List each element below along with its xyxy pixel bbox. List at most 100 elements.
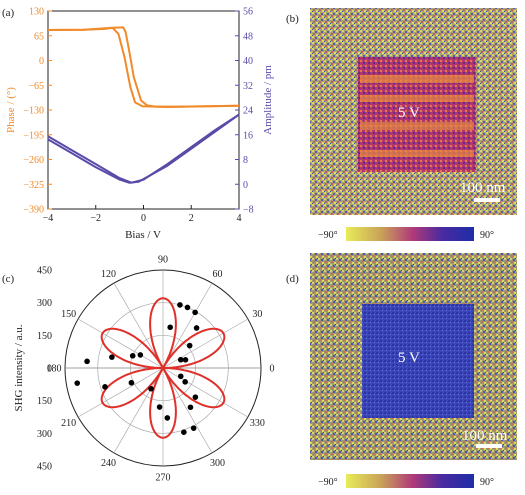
polar-data-point bbox=[84, 358, 90, 365]
scalebar-b bbox=[474, 198, 500, 202]
stripe-b-4 bbox=[360, 150, 474, 157]
polar-angle-label: 90 bbox=[158, 255, 168, 266]
polar-data-point bbox=[129, 352, 136, 359]
polar-angle-label: 0 bbox=[270, 364, 275, 375]
panel-a-ticks: −4 −2 0 2 4130650−65−130−195−260−325−3905648… bbox=[23, 7, 253, 225]
polar-data-point bbox=[187, 404, 194, 411]
colorbar-bottom-min: −90° bbox=[318, 477, 338, 488]
y-tick-label: −325 bbox=[23, 180, 44, 191]
polar-data-point bbox=[109, 354, 115, 360]
polar-radius-label: 300 bbox=[37, 429, 52, 440]
y-tick-label: −390 bbox=[23, 205, 44, 216]
polar-data-point bbox=[177, 373, 184, 380]
y-tick-label: −260 bbox=[23, 155, 44, 166]
polar-spoke bbox=[77, 367, 164, 418]
polar-data-point bbox=[74, 380, 81, 386]
polar-data-point bbox=[186, 342, 193, 349]
y-tick-label: 0 bbox=[39, 56, 44, 67]
scalebar-label-d: 100 nm bbox=[462, 428, 508, 444]
polar-radius-label: 450 bbox=[37, 462, 52, 473]
polar-data-point bbox=[137, 352, 144, 358]
polar-spoke bbox=[77, 318, 164, 369]
polar-spoke bbox=[162, 367, 213, 454]
y2-tick-label: 56 bbox=[243, 7, 253, 18]
polar-radius-label: 300 bbox=[37, 298, 52, 309]
y2-tick-label: 24 bbox=[243, 106, 253, 117]
y2-tick-label: 40 bbox=[243, 56, 253, 67]
y2-tick-label: 32 bbox=[243, 81, 253, 92]
panel-c: (c) 0 30 60 90 120 150 180 210 240 270 300 330 450 30… bbox=[2, 255, 275, 484]
polar-radius-label: 150 bbox=[37, 396, 52, 407]
polar-fit-trefoil bbox=[100, 297, 226, 439]
x-tick-label: −4 bbox=[43, 213, 54, 224]
colorbar-bottom-max: 90° bbox=[480, 477, 494, 488]
y2-axis-label: Amplitude / pm bbox=[262, 65, 274, 135]
polar-data-point bbox=[184, 304, 191, 311]
y-tick-label: 65 bbox=[34, 31, 44, 42]
y2-tick-label: 0 bbox=[243, 180, 248, 191]
polar-data-point bbox=[192, 309, 198, 316]
y-axis-label: Phase / (°) bbox=[5, 87, 17, 133]
scalebar-d bbox=[476, 444, 502, 448]
amplitude-butterfly-forward bbox=[47, 113, 240, 184]
scalebar-label-b: 100 nm bbox=[460, 180, 506, 196]
polar-data-point bbox=[177, 356, 184, 363]
polar-data-point bbox=[167, 324, 173, 331]
polar-angle-label: 30 bbox=[252, 309, 262, 320]
phase-loop-forward bbox=[47, 26, 240, 108]
polar-data-point bbox=[177, 302, 183, 308]
phase-loop-reverse bbox=[47, 26, 240, 108]
x-tick-label: 2 bbox=[189, 213, 194, 224]
polar-data-point bbox=[102, 384, 108, 390]
x-tick-label: −2 bbox=[90, 213, 101, 224]
polar-angle-label: 330 bbox=[250, 418, 265, 429]
panel-c-letter: (c) bbox=[2, 273, 15, 285]
polar-angle-label: 210 bbox=[61, 418, 76, 429]
colorbar-top-min: −90° bbox=[318, 230, 338, 241]
y2-tick-label: 8 bbox=[243, 155, 248, 166]
colorbar-top: −90° 90° bbox=[318, 227, 494, 241]
panel-b: (b) 5 V 100 nm bbox=[286, 8, 517, 215]
polar-data-point bbox=[192, 394, 199, 400]
panel-b-letter: (b) bbox=[286, 13, 299, 25]
polar-angle-label: 300 bbox=[210, 458, 225, 469]
polar-radius-label: 450 bbox=[37, 266, 52, 277]
polar-radius-label: 150 bbox=[37, 331, 52, 342]
panel-a-letter: (a) bbox=[2, 7, 15, 19]
colorbar-bottom: −90° 90° bbox=[318, 474, 494, 488]
polar-y-axis-label: SHG intensity / a.u. bbox=[13, 324, 25, 411]
y-tick-label: 130 bbox=[29, 7, 44, 18]
y-tick-label: −130 bbox=[23, 106, 44, 117]
poled-square-d bbox=[362, 304, 474, 418]
polar-data-point bbox=[190, 425, 197, 431]
stripe-b-2 bbox=[360, 95, 474, 102]
polar-spoke bbox=[113, 282, 164, 369]
polar-data-point bbox=[128, 379, 135, 386]
colorbar-bottom-gradient bbox=[346, 474, 474, 488]
polar-angle-label: 270 bbox=[156, 473, 171, 484]
panel-a-series bbox=[47, 26, 240, 184]
polar-data-point bbox=[182, 379, 188, 385]
y2-tick-label: −8 bbox=[243, 205, 254, 216]
y-tick-label: −195 bbox=[23, 130, 44, 141]
polar-data-point bbox=[148, 385, 154, 392]
polar-data-point bbox=[181, 429, 187, 436]
polar-angle-label: 150 bbox=[61, 309, 76, 320]
polar-radius-label: 0 bbox=[47, 364, 52, 375]
colorbar-top-gradient bbox=[346, 227, 474, 241]
polar-data-point bbox=[164, 415, 171, 421]
polar-data-point bbox=[156, 404, 163, 410]
voltage-label-d: 5 V bbox=[398, 350, 420, 366]
x-tick-label: 4 bbox=[237, 213, 242, 224]
stripe-b-3 bbox=[360, 122, 474, 130]
y2-tick-label: 48 bbox=[243, 31, 253, 42]
polar-data-point bbox=[193, 325, 200, 331]
polar-fit-curve bbox=[100, 297, 226, 439]
polar-angle-label: 180 bbox=[47, 364, 62, 375]
polar-angle-label: 60 bbox=[213, 269, 223, 280]
y2-tick-label: 16 bbox=[243, 130, 253, 141]
x-axis-label: Bias / V bbox=[125, 229, 161, 241]
panel-d: (d) 5 V 100 nm bbox=[286, 253, 517, 460]
polar-spoke bbox=[162, 282, 213, 369]
